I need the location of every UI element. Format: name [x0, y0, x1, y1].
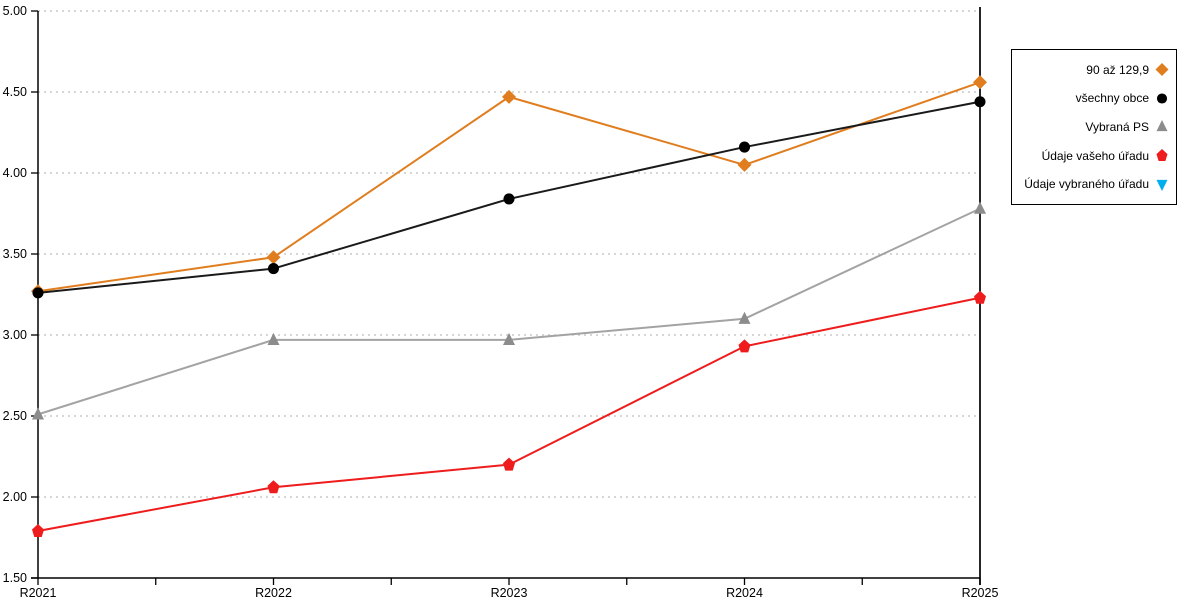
triangle-up-marker-icon: [1154, 119, 1170, 134]
legend-label: Vybraná PS: [1085, 119, 1149, 134]
legend-label: všechny obce: [1075, 91, 1149, 106]
y-tick-label: 5.00: [3, 4, 27, 18]
circle-marker-icon: [1154, 91, 1170, 106]
gridlines: [38, 10, 980, 498]
y-tick-label: 4.50: [3, 85, 27, 99]
x-tick-label: R2022: [255, 586, 292, 600]
legend-item-4: Údaje vybraného úřadu: [1012, 171, 1176, 197]
triangle-down-marker-icon: [1154, 177, 1170, 192]
x-tick-label: R2021: [20, 586, 57, 600]
diamond-marker-icon: [1154, 62, 1170, 77]
x-tick-label: R2024: [726, 586, 763, 600]
y-tick-label: 2.50: [3, 409, 27, 423]
legend-label: 90 až 129,9: [1086, 62, 1149, 77]
series-0: [31, 75, 987, 299]
y-tick-label: 1.50: [3, 571, 27, 585]
series-3: [32, 290, 986, 538]
series-1: [32, 96, 986, 299]
axis-labels: 1.50 2.00 2.50 3.00 3.50 4.00 4.50 5.00 R2021 R20…: [3, 4, 999, 600]
y-tick-label: 4.00: [3, 166, 27, 180]
pentagon-marker-icon: [1154, 148, 1170, 163]
y-tick-label: 2.00: [3, 490, 27, 504]
series-2: [32, 201, 986, 420]
y-tick-label: 3.00: [3, 328, 27, 342]
legend: 90 až 129,9 všechny obce Vybraná PS Údaj…: [1011, 49, 1177, 205]
x-tick-label: R2023: [491, 586, 528, 600]
y-tick-label: 3.50: [3, 247, 27, 261]
legend-item-1: všechny obce: [1012, 85, 1176, 111]
legend-label: Údaje vybraného úřadu: [1024, 177, 1149, 192]
legend-item-2: Vybraná PS: [1012, 114, 1176, 140]
legend-label: Údaje vašeho úřadu: [1041, 148, 1149, 163]
legend-item-0: 90 až 129,9: [1012, 57, 1176, 83]
x-tick-label: R2025: [962, 586, 999, 600]
series-lines: [31, 75, 987, 538]
legend-item-3: Údaje vašeho úřadu: [1012, 143, 1176, 169]
